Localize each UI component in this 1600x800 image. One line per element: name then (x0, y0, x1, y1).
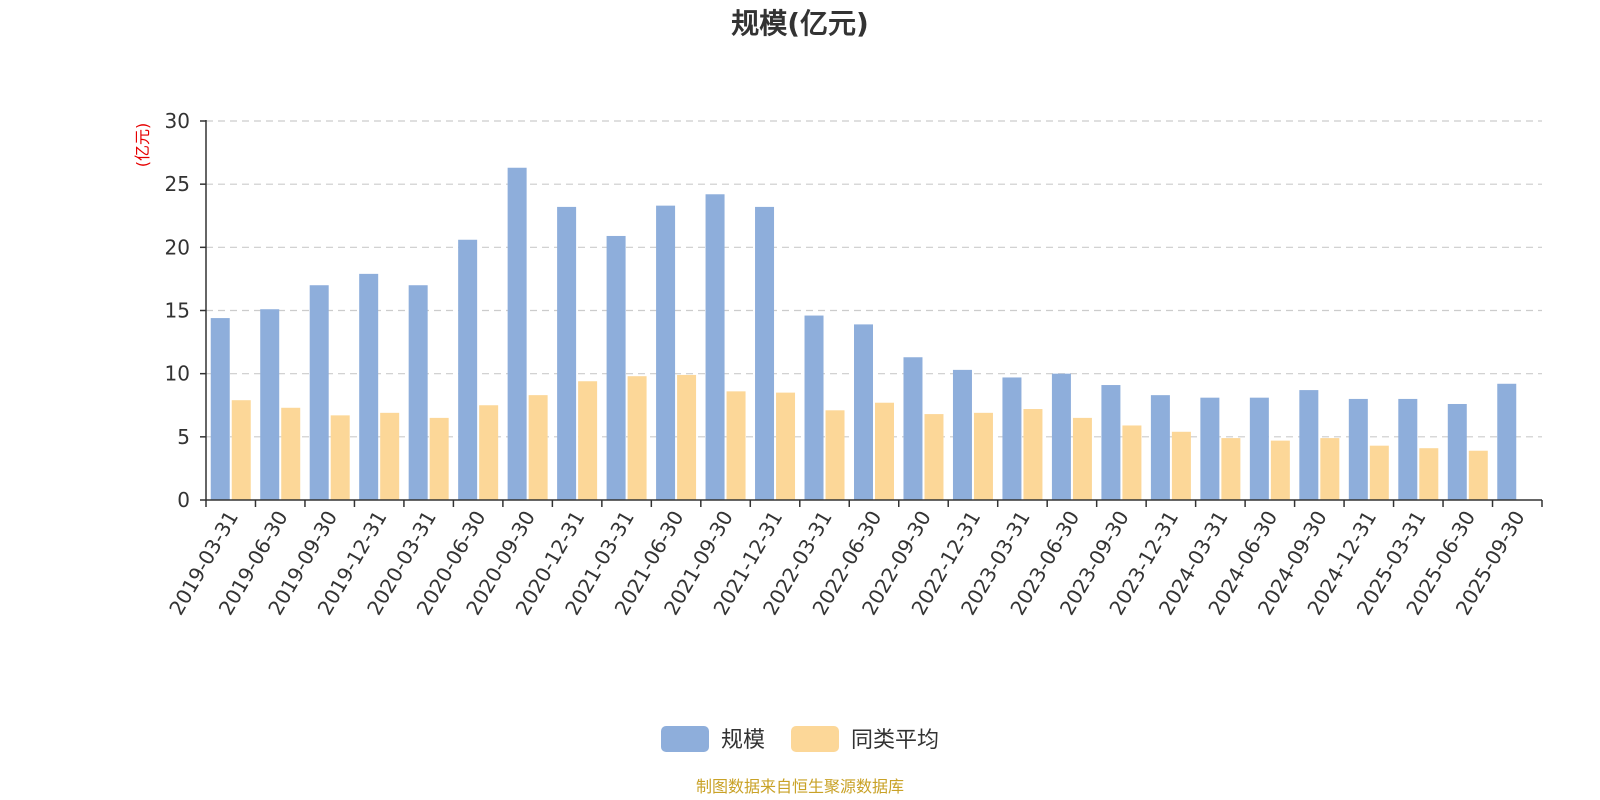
bar-peer-avg (1419, 448, 1439, 500)
bar-scale (408, 285, 428, 500)
bar-peer-avg (1221, 438, 1241, 500)
bar-scale (210, 318, 230, 500)
bar-peer-avg (429, 417, 449, 500)
bar-scale (656, 205, 676, 501)
y-tick-label: 10 (165, 362, 190, 386)
y-tick-labels: 0 5 10 15 20 25 30 (165, 109, 190, 512)
bar-scale (1398, 398, 1418, 500)
bar-scale (1101, 385, 1121, 500)
bar-scale (1249, 397, 1269, 500)
legend-swatch[interactable] (661, 726, 709, 752)
chart-title: 规模(亿元) (731, 7, 869, 40)
y-tick-label: 20 (165, 235, 190, 259)
bar-peer-avg (479, 405, 499, 500)
y-tick-label: 25 (165, 172, 190, 196)
bar-peer-avg (1369, 445, 1389, 500)
bar-peer-avg (1270, 440, 1290, 500)
bar-peer-avg (973, 412, 993, 500)
bar-scale (804, 315, 824, 500)
bar-peer-avg (726, 391, 746, 500)
bar-scale (458, 239, 478, 500)
bar-peer-avg (776, 392, 796, 500)
bar-peer-avg (1122, 425, 1142, 500)
bar-scale (606, 235, 626, 501)
bar-scale (755, 206, 775, 500)
bar-scale (952, 369, 972, 500)
axes (200, 120, 1543, 507)
y-tick-label: 15 (165, 299, 190, 323)
y-tick-label: 5 (177, 425, 190, 449)
bar-scale (260, 309, 280, 500)
bar-scale (359, 273, 379, 500)
grid-lines (206, 120, 1542, 438)
bar-peer-avg (1468, 450, 1488, 500)
bar-peer-avg (1023, 409, 1043, 500)
bar-scale (854, 324, 873, 500)
bar-scale (1348, 398, 1368, 500)
bar-peer-avg (677, 374, 697, 500)
x-tick-labels: 2019-03-312019-06-302019-09-302019-12-31… (164, 506, 1529, 619)
bar-peer-avg (627, 376, 647, 500)
bar-scale (1150, 395, 1170, 500)
bar-peer-avg (1171, 431, 1191, 500)
legend-swatch[interactable] (791, 726, 839, 752)
bar-peer-avg (875, 402, 894, 500)
bar-scale (507, 167, 527, 500)
bar-scale (705, 194, 725, 501)
bar-scale (903, 357, 923, 500)
legend-label[interactable]: 规模 (721, 728, 765, 753)
bar-peer-avg (578, 381, 598, 500)
bar-scale (1200, 397, 1220, 500)
bar-peer-avg (330, 415, 350, 500)
bar-peer-avg (924, 414, 944, 500)
bar-peer-avg (281, 407, 301, 500)
bar-peer-avg (1320, 438, 1340, 500)
bar-scale (1002, 377, 1022, 500)
bar-peer-avg (1072, 417, 1092, 500)
bar-scale (1051, 373, 1071, 500)
data-source-note: 制图数据来自恒生聚源数据库 (696, 777, 904, 796)
y-axis-label: (亿元) (133, 123, 152, 168)
bar-scale (1447, 403, 1467, 500)
y-tick-label: 0 (177, 488, 190, 512)
legend-label[interactable]: 同类平均 (851, 728, 939, 753)
legend: 规模 同类平均 (661, 726, 939, 753)
bar-scale (557, 206, 577, 500)
bars (210, 167, 1517, 501)
bar-peer-avg (528, 395, 548, 500)
bar-scale (1497, 383, 1517, 500)
bar-scale (309, 285, 329, 500)
bar-peer-avg (231, 400, 251, 500)
bar-peer-avg (380, 412, 400, 500)
bar-scale (1299, 390, 1319, 500)
y-tick-label: 30 (165, 109, 190, 133)
bar-peer-avg (825, 410, 845, 500)
